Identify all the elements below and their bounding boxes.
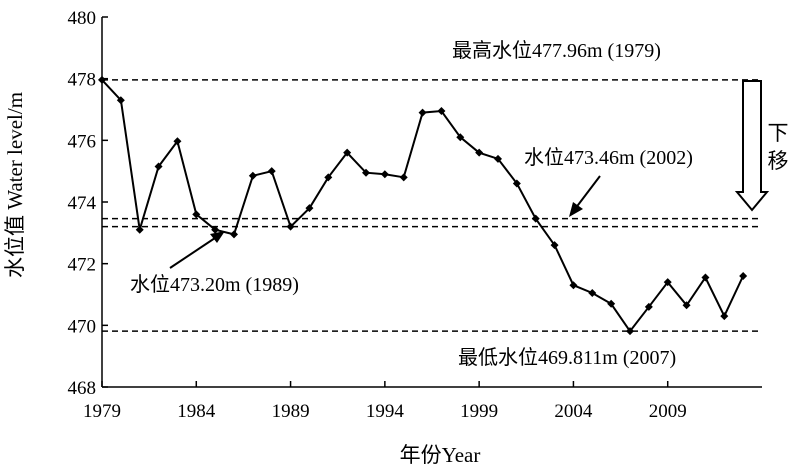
x-tick-label: 2004: [554, 401, 593, 422]
shift-label-char-1: 下: [768, 121, 789, 145]
data-point: [135, 225, 144, 234]
data-point: [550, 241, 559, 250]
axes: 468 470 472 474 476 478 480 1979 1984 1989 1994 199…: [68, 8, 762, 422]
data-point: [682, 301, 691, 310]
y-tick-label: 474: [68, 193, 97, 214]
x-axis-title: 年份Year: [400, 443, 481, 467]
y-tick-label: 476: [68, 131, 97, 152]
data-point: [399, 173, 408, 182]
data-point: [588, 288, 597, 297]
data-point: [607, 299, 616, 308]
data-point: [569, 281, 578, 290]
downward-hollow-arrow-icon: [734, 80, 770, 212]
data-point: [739, 272, 748, 280]
data-point: [512, 179, 521, 188]
min-level-label: 最低水位469.811m (2007): [458, 346, 676, 369]
y-axis-title: 水位值 Water level/m: [3, 92, 27, 278]
annotations: 最高水位477.96m (1979) 水位473.46m (2002) 水位47…: [130, 39, 789, 369]
level-1989-label: 水位473.20m (1989): [130, 273, 299, 296]
data-point: [286, 222, 295, 231]
data-series: [98, 75, 748, 336]
data-point: [173, 137, 182, 146]
y-tick-label: 468: [68, 378, 97, 399]
y-tick-label: 470: [68, 316, 97, 337]
data-point: [644, 302, 653, 311]
data-point: [267, 167, 276, 176]
level-2002-label: 水位473.46m (2002): [524, 146, 693, 169]
data-point: [475, 148, 484, 157]
data-point: [456, 133, 465, 142]
data-point: [626, 327, 634, 336]
data-point: [380, 170, 389, 179]
data-point: [211, 225, 220, 234]
data-point: [324, 173, 333, 182]
data-point: [362, 168, 370, 177]
data-point: [418, 108, 427, 117]
data-point: [531, 214, 540, 223]
data-point: [116, 96, 125, 105]
x-tick-label: 1999: [460, 401, 498, 422]
data-point: [248, 171, 257, 180]
max-level-label: 最高水位477.96m (1979): [452, 39, 661, 62]
y-tick-label: 480: [68, 8, 97, 29]
data-point: [437, 107, 446, 116]
data-point: [192, 210, 201, 219]
x-tick-label: 2009: [649, 401, 687, 422]
x-tick-label: 1989: [272, 401, 310, 422]
data-point: [98, 75, 106, 84]
data-point: [663, 278, 672, 287]
arrow-1989-icon: [169, 231, 225, 269]
data-point: [701, 273, 710, 282]
data-point: [494, 154, 502, 163]
data-point: [720, 312, 729, 321]
data-point: [230, 230, 238, 239]
y-tick-label: 478: [68, 70, 97, 91]
x-tick-label: 1979: [83, 401, 121, 422]
data-point: [305, 204, 314, 213]
shift-label-char-2: 移: [768, 149, 789, 173]
reference-lines: [102, 79, 762, 332]
x-tick-label: 1984: [177, 401, 216, 422]
arrow-2002-icon: [569, 175, 601, 217]
y-tick-label: 472: [68, 255, 97, 276]
data-point: [154, 162, 163, 171]
data-point: [343, 148, 352, 157]
x-tick-label: 1994: [366, 401, 405, 422]
